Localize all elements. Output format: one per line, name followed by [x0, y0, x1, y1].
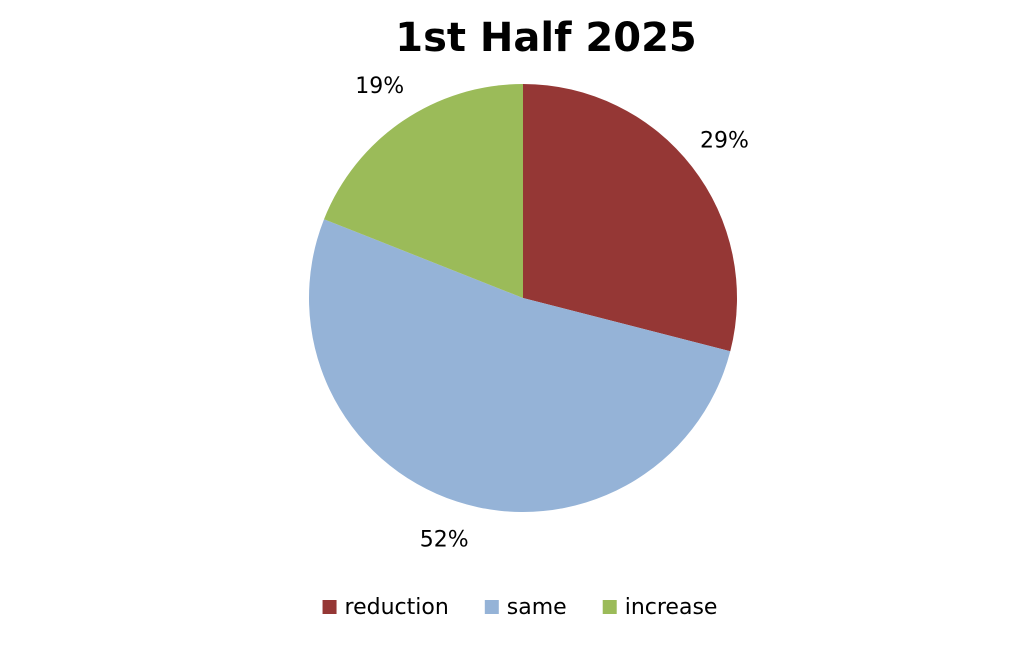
legend-swatch: [484, 600, 499, 614]
legend-swatch: [322, 600, 337, 614]
legend-label: reduction: [345, 595, 449, 620]
legend-swatch: [602, 600, 617, 614]
data-label: 29%: [700, 129, 749, 154]
chart-title: 1st Half 2025: [395, 15, 697, 61]
pie-slice: [308, 219, 731, 513]
data-label: 52%: [420, 528, 469, 553]
data-label: 19%: [355, 74, 404, 99]
pie-slice: [324, 84, 523, 298]
legend-label: same: [507, 595, 567, 620]
legend-label: increase: [625, 595, 718, 620]
pie-slice: [523, 84, 737, 352]
